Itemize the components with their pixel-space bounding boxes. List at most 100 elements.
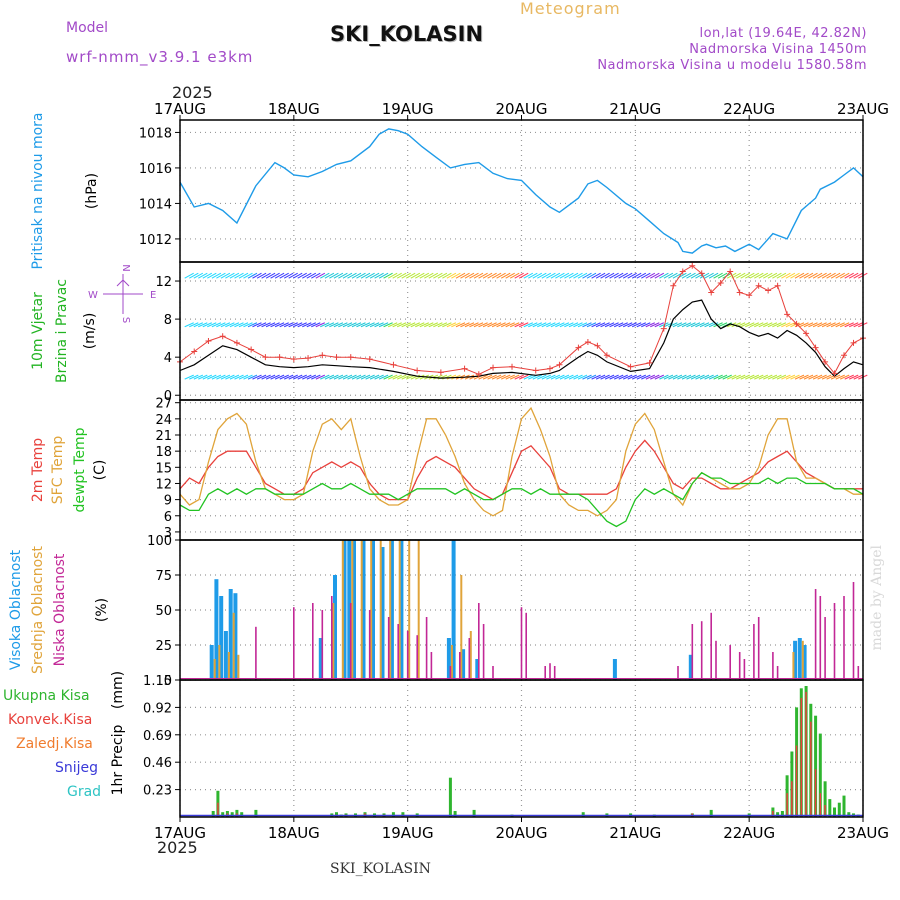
wind-barb-upper xyxy=(713,272,723,279)
wind-barb-upper xyxy=(817,272,827,279)
wind-barb-middle xyxy=(360,322,371,328)
wind-barb-lower xyxy=(690,374,701,380)
y-tick-label: 0.46 xyxy=(143,756,172,771)
wind-barb-middle xyxy=(306,322,317,328)
wind-barb-lower xyxy=(532,374,543,380)
cloud-low-bar xyxy=(857,666,860,680)
wind-barb-lower xyxy=(600,374,610,380)
wind-barb-upper xyxy=(216,272,226,279)
wind-barb-upper xyxy=(238,272,249,279)
wind-barb-upper xyxy=(500,272,511,279)
wind-barb-upper xyxy=(433,272,443,279)
wind-barb-lower xyxy=(297,374,307,380)
wind-barb-upper xyxy=(839,272,850,279)
wind-barb-upper xyxy=(537,272,547,279)
wind-barb-middle xyxy=(315,322,326,328)
wind-barb-upper xyxy=(853,272,863,279)
wind-barb-lower xyxy=(631,374,642,380)
cloud-mid-bar xyxy=(218,645,221,680)
mid-cloud-axis-label: Srednja Oblacnost xyxy=(30,546,46,674)
wind-barb-upper xyxy=(627,272,637,279)
wind-barb-middle xyxy=(537,322,547,328)
precip-total-bar xyxy=(230,812,234,817)
cloud-low-bar xyxy=(833,603,836,680)
wind-barb-middle xyxy=(247,322,258,328)
wind-gust-marker xyxy=(390,361,397,368)
precip-axis-label: 1hr Precip xyxy=(110,725,126,796)
wind-gust-marker xyxy=(509,363,516,370)
wind-barb-lower xyxy=(695,374,705,380)
wind-barb-upper xyxy=(767,272,778,279)
wind-barb-middle xyxy=(523,322,534,328)
wind-barb-lower xyxy=(726,374,737,380)
wind-barb-middle xyxy=(853,322,863,328)
y-tick-label: 12 xyxy=(155,477,172,492)
wind-barb-lower xyxy=(383,374,393,380)
precip-total-bar xyxy=(254,809,258,817)
cloud-low-bar xyxy=(406,631,409,680)
wind-barb-lower xyxy=(781,374,791,380)
cloud-high-bar xyxy=(793,640,798,680)
wind-barb-middle xyxy=(410,322,421,328)
wind-barb-upper xyxy=(247,272,258,279)
cloud-low-bar xyxy=(492,666,494,680)
wind-barb-upper xyxy=(392,272,402,279)
wind-gust-marker xyxy=(546,365,553,372)
y-tick-label: 1014 xyxy=(139,197,172,212)
wind-barb-lower xyxy=(220,374,231,380)
cloud-low-bar xyxy=(843,596,845,680)
wind-gust-marker xyxy=(366,356,373,363)
wind-barb-lower xyxy=(392,374,402,380)
cloud-mid-bar xyxy=(792,652,795,680)
wind-barb-lower xyxy=(491,374,502,380)
wind-barb-lower xyxy=(595,374,606,380)
wind-barb-upper xyxy=(365,272,375,279)
wind-barb-middle xyxy=(618,322,628,328)
wind-barb-upper xyxy=(844,272,854,279)
cloud-low-bar xyxy=(677,666,679,680)
precip-total-bar xyxy=(453,811,457,817)
cloud-high-bar xyxy=(461,649,466,680)
wind-barb-lower xyxy=(722,374,732,380)
wind-barb-middle xyxy=(772,322,782,328)
wind-barb-upper xyxy=(835,272,845,279)
wind-barb-middle xyxy=(500,322,511,328)
wind-barb-middle xyxy=(405,322,416,328)
y-tick-label: 1012 xyxy=(139,233,172,248)
y-tick-label: 0.92 xyxy=(143,701,172,716)
cloud-low-bar xyxy=(255,626,257,680)
cloud-low-bar xyxy=(520,607,523,680)
cloud-mid-bar xyxy=(469,631,472,680)
wind-barb-lower xyxy=(848,374,859,380)
wind-barb-lower xyxy=(555,374,565,380)
wind-barb-lower xyxy=(745,374,755,380)
wind-barb-lower xyxy=(333,374,344,380)
cloud-mid-bar xyxy=(450,645,453,680)
x-tick-label-top: 23AUG xyxy=(837,100,889,118)
wind-barb-lower xyxy=(369,374,380,380)
cloud-high-bar xyxy=(352,540,356,680)
wind-barb-lower xyxy=(207,374,217,380)
wind-barb-lower xyxy=(767,374,778,380)
precip-legend-item: Konvek.Kisa xyxy=(8,712,92,728)
wind-barb-middle xyxy=(297,322,307,328)
wind-barb-middle xyxy=(392,322,402,328)
y-tick-label: 0.69 xyxy=(143,729,172,744)
wind-gust-marker xyxy=(248,346,255,353)
pressure-unit-label: (hPa) xyxy=(84,173,100,209)
cloud-unit-label: (%) xyxy=(94,598,110,622)
wind-barb-lower xyxy=(704,374,714,380)
cloud-high-bar xyxy=(612,659,617,680)
wind-gust-marker xyxy=(689,262,696,269)
cloud-high-bar xyxy=(802,645,807,680)
precip-total-bar xyxy=(240,812,244,817)
wind-barb-lower xyxy=(681,374,692,380)
wind-barb-middle xyxy=(830,322,841,328)
compass-south: S xyxy=(120,317,131,323)
wind-barb-upper xyxy=(424,272,434,279)
cloud-low-bar xyxy=(525,612,527,680)
wind-gust-marker xyxy=(437,369,444,376)
wind-barb-lower xyxy=(559,374,570,380)
wind-barb-middle xyxy=(695,322,705,328)
cloud-low-bar xyxy=(715,640,717,680)
